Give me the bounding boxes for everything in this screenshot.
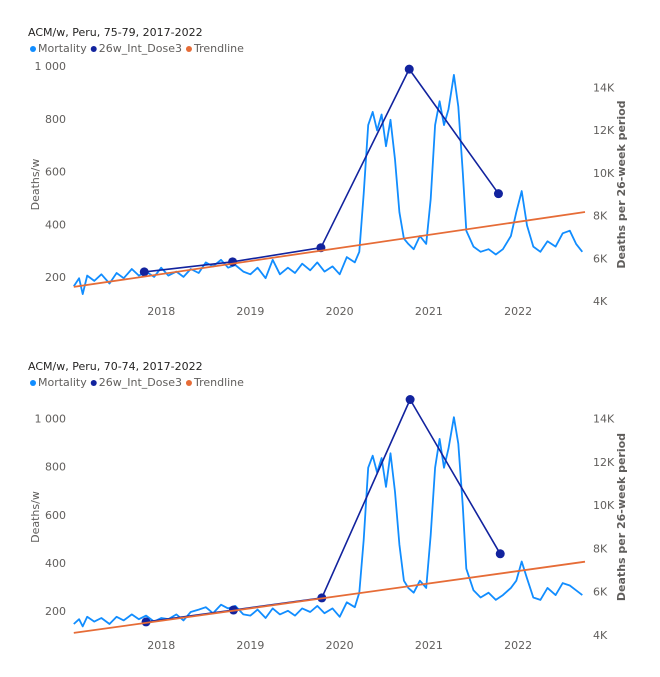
y2-tick-label: 8K	[593, 210, 608, 223]
legend-label: Trendline	[193, 376, 244, 389]
y-tick-label: 1 000	[35, 413, 67, 426]
series-line	[73, 416, 583, 628]
data-point	[404, 64, 414, 74]
y2-tick-label: 12K	[593, 124, 615, 137]
chart: ACM/w, Peru, 70-74, 2017-2022 Mortality 26…	[28, 360, 628, 652]
y-tick-label: 200	[45, 605, 66, 618]
legend-label: Mortality	[38, 42, 87, 55]
legend-marker	[185, 380, 192, 386]
legend-marker	[90, 46, 97, 52]
data-point	[493, 189, 503, 199]
y-tick-label: 800	[45, 113, 66, 126]
legend-marker	[30, 380, 36, 386]
x-tick-label: 2020	[326, 639, 354, 652]
y-tick-label: 400	[45, 218, 66, 231]
legend-label: Trendline	[193, 42, 244, 55]
y-tick-label: 1 000	[35, 60, 67, 73]
x-tick-label: 2019	[236, 639, 264, 652]
x-tick-label: 2020	[326, 305, 354, 318]
legend-label: Mortality	[38, 376, 87, 389]
y2-tick-label: 10K	[593, 167, 615, 180]
series-line	[145, 398, 501, 623]
data-point	[495, 549, 505, 559]
x-tick-label: 2018	[147, 305, 175, 318]
y2-tick-label: 6K	[593, 252, 608, 265]
legend-marker	[185, 46, 192, 52]
y-tick-label: 800	[45, 461, 66, 474]
series-line	[144, 68, 500, 273]
series-line	[73, 560, 586, 634]
y-axis-title: Deaths/w	[29, 491, 42, 543]
x-tick-label: 2022	[504, 639, 532, 652]
y2-tick-label: 6K	[593, 586, 608, 599]
chart: ACM/w, Peru, 75-79, 2017-2022 Mortality 26…	[28, 26, 628, 318]
chart-title: ACM/w, Peru, 75-79, 2017-2022	[28, 26, 203, 39]
legend-marker	[90, 380, 97, 386]
x-tick-label: 2021	[415, 639, 443, 652]
series-line	[73, 211, 586, 288]
x-tick-label: 2018	[147, 639, 175, 652]
y2-tick-label: 4K	[593, 295, 608, 308]
data-point	[405, 395, 415, 405]
legend-label: 26w_Int_Dose3	[99, 42, 182, 55]
legend-marker	[30, 46, 36, 52]
y2-tick-label: 14K	[593, 81, 615, 94]
data-point	[139, 267, 149, 277]
y2-tick-label: 10K	[593, 499, 615, 512]
y-tick-label: 400	[45, 557, 66, 570]
y-axis-title: Deaths/w	[29, 159, 42, 211]
y2-tick-label: 14K	[593, 413, 615, 426]
x-tick-label: 2021	[415, 305, 443, 318]
series-line	[73, 74, 584, 295]
legend-label: 26w_Int_Dose3	[99, 376, 182, 389]
y2-axis-title: Deaths per 26-week period	[615, 100, 628, 268]
y-tick-label: 600	[45, 509, 66, 522]
y2-tick-label: 4K	[593, 629, 608, 642]
y2-tick-label: 8K	[593, 542, 608, 555]
x-tick-label: 2022	[504, 305, 532, 318]
y-tick-label: 600	[45, 166, 66, 179]
y-tick-label: 200	[45, 271, 66, 284]
chart-title: ACM/w, Peru, 70-74, 2017-2022	[28, 360, 203, 373]
y2-tick-label: 12K	[593, 456, 615, 469]
y2-axis-title: Deaths per 26-week period	[615, 433, 628, 601]
x-tick-label: 2019	[236, 305, 264, 318]
